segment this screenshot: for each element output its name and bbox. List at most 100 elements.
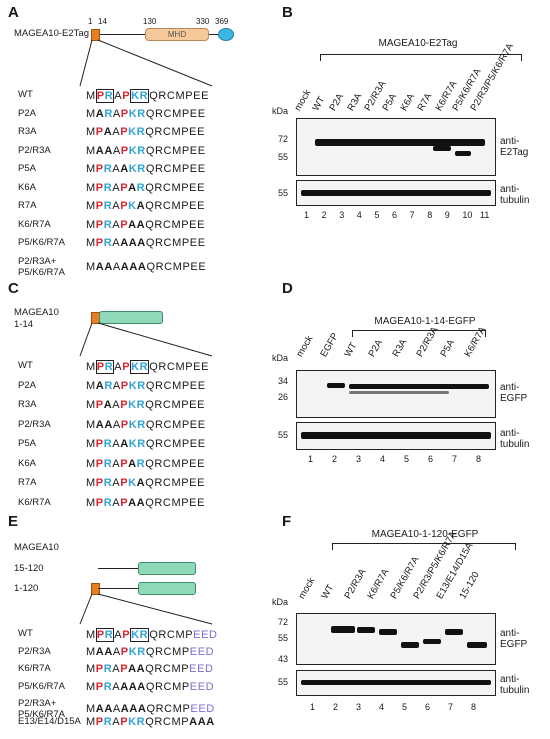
sequence: MPRAPAAQRCMPEE bbox=[86, 496, 206, 509]
sequence-name: K6A bbox=[18, 181, 36, 193]
sequence: MPRAAKRQRCMPEE bbox=[86, 163, 206, 175]
band-e2tag-lower bbox=[433, 146, 451, 151]
lane-number: 6 bbox=[428, 454, 434, 464]
sequence-name: P2/R3A+ P5/K6/R7A bbox=[18, 698, 65, 720]
sequence-name: P2/R3A bbox=[18, 144, 51, 156]
sequence-name: P2/R3A bbox=[18, 645, 51, 657]
sequence: MAAAPKRQRCMPEE bbox=[86, 144, 206, 157]
position-369: 369 bbox=[215, 17, 229, 26]
sequence: MPRAPKRQRCMPAAA bbox=[86, 715, 215, 728]
lane-label: P5A bbox=[438, 337, 457, 359]
sequence-name: P5/K6/R7A bbox=[18, 237, 65, 248]
sequence: MPRAPKAQRCMPEE bbox=[86, 200, 206, 212]
band-f-multi bbox=[423, 639, 441, 644]
panel-label-a: A bbox=[8, 4, 19, 21]
sequence: MPRAAAAQRCMPEE bbox=[86, 237, 206, 249]
marker-b-72: 72 bbox=[278, 134, 289, 144]
sequence-name: R7A bbox=[18, 477, 37, 488]
antibody-label-f-top: anti- EGFP bbox=[500, 628, 528, 650]
lane-label: P2A bbox=[327, 91, 347, 113]
antibody-label-f-bottom: anti- tubulin bbox=[500, 674, 530, 696]
lane-label: R3A bbox=[390, 337, 410, 359]
sequence-name: P5/K6/R7A bbox=[18, 680, 65, 692]
band-tubulin-d bbox=[301, 432, 491, 439]
lane-number: 2 bbox=[332, 454, 338, 464]
construct-name-a: MAGEA10-E2Tag bbox=[14, 28, 89, 39]
lane-label: R3A bbox=[345, 91, 365, 113]
panel-label-d: D bbox=[282, 280, 293, 297]
egfp-box-e-15-120 bbox=[138, 562, 196, 575]
blot-top-f bbox=[296, 613, 496, 665]
sequence-name: P2A bbox=[18, 379, 36, 391]
sequence: MPRAAKRQRCMPEE bbox=[86, 438, 206, 450]
marker-f-55: 55 bbox=[278, 633, 289, 643]
lane-number: 1 bbox=[308, 454, 314, 464]
backbone-e-15-120 bbox=[98, 568, 138, 569]
sequence-name: R7A bbox=[18, 200, 37, 211]
c-terminal-oval-a bbox=[218, 28, 234, 41]
sequence: MPRAPKAQRCMPEE bbox=[86, 477, 206, 489]
kda-label-d: kDa bbox=[272, 353, 289, 363]
sequence-name: K6/R7A bbox=[18, 663, 51, 674]
lane-number: 1 bbox=[310, 702, 316, 712]
position-14: 14 bbox=[98, 17, 107, 26]
sequence: MPRAPKRQRCMPEE bbox=[86, 360, 210, 374]
sequence: MARAPKRQRCMPEE bbox=[86, 107, 206, 120]
antibody-label-b-bottom: anti- tubulin bbox=[500, 184, 530, 206]
lane-label: K6/R7A bbox=[365, 567, 392, 601]
sequence-name: WT bbox=[18, 360, 33, 371]
construct-title-e: MAGEA10 bbox=[14, 542, 59, 553]
lane-number: 2 bbox=[333, 702, 339, 712]
bracket-f bbox=[332, 543, 516, 550]
zoom-lines-c bbox=[79, 322, 213, 357]
n-terminal-box-e bbox=[91, 583, 100, 595]
egfp-box-c bbox=[99, 311, 163, 324]
lane-number: 6 bbox=[425, 702, 431, 712]
sequence-name: P2A bbox=[18, 107, 36, 119]
lane-number: 4 bbox=[356, 210, 362, 220]
sequence-name: P5A bbox=[18, 438, 36, 449]
lane-number: 5 bbox=[402, 702, 408, 712]
sequence: MPRAPAAQRCMPEED bbox=[86, 663, 214, 675]
egfp-box-e-1-120 bbox=[138, 582, 196, 595]
lane-number: 9 bbox=[444, 210, 450, 220]
sequence-name: WT bbox=[18, 628, 33, 639]
mhd-domain: MHD bbox=[145, 28, 209, 41]
lane-number: 7 bbox=[452, 454, 458, 464]
lane-label: WT bbox=[319, 582, 337, 601]
blot-bottom-d bbox=[296, 422, 496, 450]
sequence-name: R3A bbox=[18, 126, 37, 137]
lane-label: mock bbox=[292, 87, 314, 113]
lane-number: 3 bbox=[356, 702, 362, 712]
lane-label: WT bbox=[310, 94, 327, 113]
blot-top-b bbox=[296, 118, 496, 176]
bracket-label-d: MAGEA10-1-14-EGFP bbox=[374, 316, 476, 327]
blot-bottom-f bbox=[296, 670, 496, 696]
band-f-k6r7a bbox=[379, 629, 397, 635]
lane-number: 5 bbox=[374, 210, 380, 220]
lane-number: 2 bbox=[321, 210, 327, 220]
sequence: MPRAPKRQRCMPEE bbox=[86, 89, 210, 103]
band-e2tag-lane11 bbox=[455, 151, 471, 156]
construct-e-15-120: 15-120 bbox=[14, 563, 44, 574]
marker-b-tubulin: 55 bbox=[278, 188, 289, 198]
band-f-p2r3a bbox=[357, 627, 375, 633]
sequence-name: K6/R7A bbox=[18, 218, 51, 230]
construct-name-c-2: 1-14 bbox=[14, 319, 34, 330]
lane-number: 4 bbox=[380, 454, 386, 464]
lane-number: 7 bbox=[448, 702, 454, 712]
sequence-name: P5A bbox=[18, 163, 36, 174]
band-f-15-120 bbox=[467, 642, 487, 648]
lane-number: 3 bbox=[356, 454, 362, 464]
sequence-name: WT bbox=[18, 89, 33, 100]
marker-d-tubulin: 55 bbox=[278, 430, 289, 440]
lane-label: WT bbox=[342, 340, 360, 359]
band-egfp bbox=[327, 383, 345, 388]
kda-label-b: kDa bbox=[272, 106, 289, 116]
band-f-p5k6r7a bbox=[401, 642, 419, 648]
sequence: MPRAPARQRCMPEE bbox=[86, 181, 206, 194]
sequence: MAAAAAAQRCMPEE bbox=[86, 260, 207, 273]
marker-b-55: 55 bbox=[278, 152, 289, 162]
sequence: MAAAPKRQRCMPEE bbox=[86, 418, 206, 431]
band-fusion-lower bbox=[349, 391, 449, 394]
